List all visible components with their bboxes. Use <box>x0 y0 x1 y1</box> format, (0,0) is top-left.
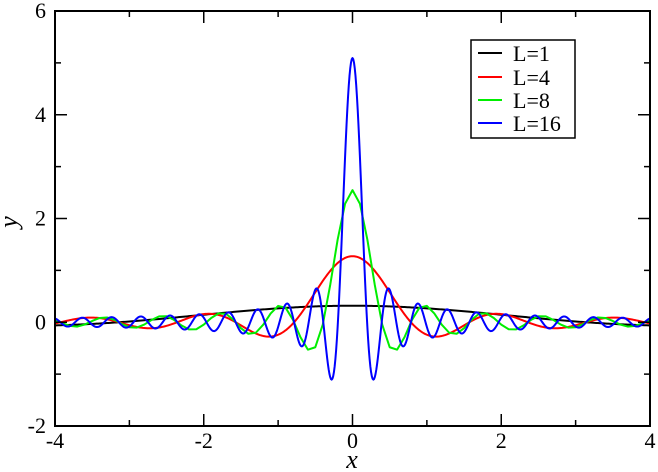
legend-entry-l16: L=16 <box>478 111 561 136</box>
legend-label-l16: L=16 <box>513 111 561 136</box>
y-tick-label: 0 <box>35 309 46 334</box>
x-axis-label: x <box>345 445 358 472</box>
series-line-l16 <box>55 57 650 381</box>
y-tick-label: 4 <box>35 102 46 127</box>
x-tick-label: 4 <box>645 428 656 453</box>
legend-entry-l8: L=8 <box>478 88 550 113</box>
x-tick-label: 2 <box>496 428 507 453</box>
series-line-l8 <box>55 189 650 351</box>
axis-ticks <box>54 10 651 427</box>
legend: L=1 L=4 L=8 L=16 <box>470 39 576 139</box>
legend-entry-l4: L=4 <box>478 65 550 90</box>
x-tick-label: 0 <box>347 428 358 453</box>
x-tick-label: -2 <box>195 428 213 453</box>
legend-label-l1: L=1 <box>513 41 550 66</box>
y-tick-label: 6 <box>35 0 46 23</box>
legend-entry-l1: L=1 <box>478 41 550 66</box>
y-axis-label: y <box>0 216 23 231</box>
x-tick-label: -4 <box>46 428 64 453</box>
legend-label-l4: L=4 <box>513 65 550 90</box>
y-tick-label: 2 <box>35 206 46 231</box>
legend-box <box>470 39 576 139</box>
plot-curves <box>55 57 650 381</box>
series-line-l1 <box>55 304 650 327</box>
y-tick-label: -2 <box>28 413 46 438</box>
legend-label-l8: L=8 <box>513 88 550 113</box>
